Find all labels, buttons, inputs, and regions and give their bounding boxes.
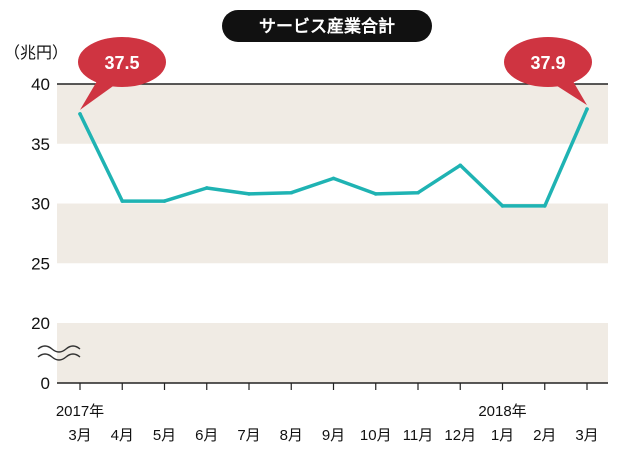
callout-shape — [78, 37, 166, 87]
data-point — [204, 186, 209, 190]
title-background — [222, 10, 432, 42]
band-below-20 — [57, 323, 608, 383]
x-tick-label: 1月 — [491, 427, 514, 444]
x-year-label: 2017年 — [56, 403, 104, 420]
y-axis-unit-label: （兆円） — [4, 44, 68, 62]
band-25-30 — [57, 203, 608, 264]
data-point — [247, 192, 251, 196]
callout-shape — [504, 37, 592, 87]
x-tick-label: 12月 — [444, 427, 476, 444]
x-tick-label: 6月 — [195, 427, 218, 444]
data-point — [585, 107, 589, 111]
background-bands — [57, 84, 608, 383]
data-point — [162, 199, 167, 203]
y-axis-ticks: 0 20 25 30 35 40 — [31, 75, 81, 393]
chart-title: サービス産業合計 — [222, 10, 432, 42]
y-tick-label: 40 — [31, 75, 50, 94]
data-point — [78, 112, 82, 116]
x-tick-label: 9月 — [322, 427, 345, 444]
y-tick-label: 35 — [31, 135, 50, 154]
x-tick-label: 8月 — [280, 427, 303, 444]
data-point — [500, 204, 505, 208]
callout-pointer — [554, 76, 587, 106]
x-tick-label: 10月 — [360, 427, 392, 444]
chart-title-text: サービス産業合計 — [259, 16, 395, 36]
y-tick-label: 0 — [41, 374, 50, 393]
x-year-label: 2018年 — [478, 403, 526, 420]
x-tick-label: 3月 — [68, 427, 91, 444]
data-point — [458, 163, 463, 168]
x-tick-label: 4月 — [111, 427, 134, 444]
series-layer — [78, 107, 589, 208]
data-point — [373, 192, 378, 196]
data-point — [120, 199, 125, 203]
y-tick-label: 20 — [31, 314, 50, 333]
x-tick-label: 5月 — [153, 427, 176, 444]
callout-pointer — [80, 76, 116, 110]
x-tick-label: 11月 — [403, 427, 434, 444]
data-label: 37.9 — [530, 53, 565, 73]
x-axis-ticks: 3月 4月 5月 6月 7月 8月 9月 10月 11月 12月 1月 2月 3月 2017年 2018年 — [56, 403, 599, 444]
x-tick-label: 7月 — [237, 427, 260, 444]
x-tick-label: 3月 — [575, 427, 598, 444]
data-point — [289, 190, 294, 195]
callouts: 37.5 37.9 — [78, 37, 592, 110]
callout-bubble: 37.5 — [78, 37, 166, 110]
y-tick-label: 25 — [31, 254, 50, 273]
axis-break-mark — [37, 345, 81, 353]
x-axis — [57, 382, 608, 390]
data-point — [416, 190, 420, 195]
data-point — [542, 204, 547, 208]
data-point — [331, 176, 336, 181]
x-tick-label: 2月 — [533, 427, 556, 444]
axis-break-mark — [37, 353, 81, 361]
band-35-40 — [57, 84, 608, 144]
y-tick-label: 30 — [31, 195, 50, 214]
data-label: 37.5 — [104, 53, 139, 73]
callout-bubble: 37.9 — [504, 37, 592, 106]
